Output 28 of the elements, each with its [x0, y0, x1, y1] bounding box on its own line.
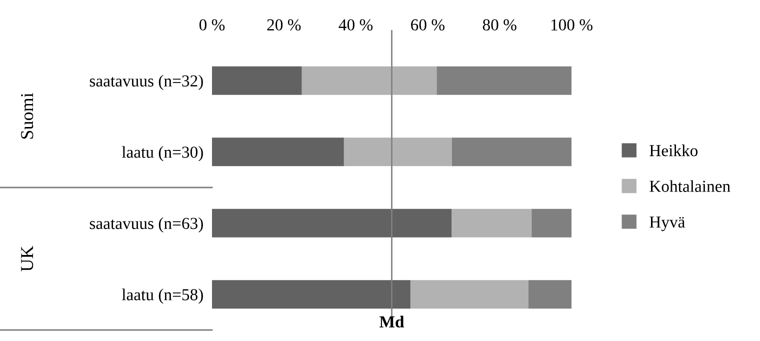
legend-label: Kohtalainen	[650, 180, 730, 192]
y-tick-label: saatavuus (n=32)	[90, 74, 203, 90]
legend-label: Hyvä	[650, 216, 685, 232]
x-tick-label: 100 %	[551, 19, 592, 31]
ref-line-label: Md	[380, 316, 404, 328]
bar	[528, 280, 572, 309]
x-tick-label: 60 %	[411, 19, 444, 31]
x-tick-label: 40 %	[338, 19, 373, 31]
bar	[212, 66, 302, 95]
y-tick-label: laatu (n=30)	[122, 146, 203, 162]
bar	[212, 208, 452, 238]
bar	[452, 138, 572, 166]
bar	[344, 138, 452, 166]
legend-label: Heikko	[650, 144, 698, 156]
text: UK	[21, 246, 34, 272]
bar	[452, 208, 532, 238]
bar	[436, 66, 572, 95]
bar	[212, 280, 410, 309]
x-tick-label: 20 %	[267, 19, 301, 31]
text: Suomi	[21, 93, 34, 139]
bar	[302, 66, 437, 95]
y-tick-label: laatu (n=58)	[122, 288, 203, 304]
bar	[212, 138, 344, 166]
bar	[410, 280, 528, 309]
y-tick-label: saatavuus (n=63)	[90, 217, 203, 232]
bar	[532, 208, 572, 238]
x-tick-label: 80 %	[482, 19, 516, 31]
x-tick-label: 0 %	[199, 19, 225, 31]
